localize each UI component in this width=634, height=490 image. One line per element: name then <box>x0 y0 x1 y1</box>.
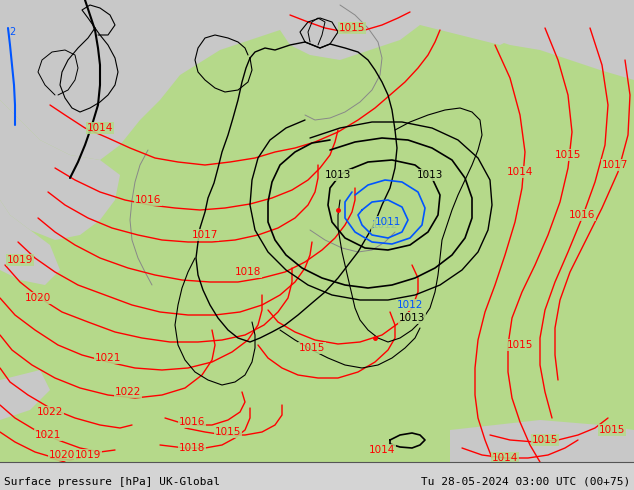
Text: 1017: 1017 <box>602 160 628 170</box>
Text: 1021: 1021 <box>35 430 61 440</box>
Text: 1021: 1021 <box>95 353 121 363</box>
Text: 1018: 1018 <box>235 267 261 277</box>
Text: 1020: 1020 <box>49 450 75 460</box>
Text: 1017: 1017 <box>192 230 218 240</box>
Text: 1012: 1012 <box>397 300 423 310</box>
Text: 1013: 1013 <box>417 170 443 180</box>
Text: 1019: 1019 <box>7 255 33 265</box>
Text: 1019: 1019 <box>75 450 101 460</box>
Text: 1018: 1018 <box>179 443 205 453</box>
Polygon shape <box>0 0 634 160</box>
Text: 1016: 1016 <box>569 210 595 220</box>
Polygon shape <box>0 100 120 240</box>
Text: Surface pressure [hPa] UK-Global: Surface pressure [hPa] UK-Global <box>4 477 220 487</box>
Polygon shape <box>0 200 60 285</box>
Text: 1015: 1015 <box>598 425 625 435</box>
Text: Tu 28-05-2024 03:00 UTC (00+75): Tu 28-05-2024 03:00 UTC (00+75) <box>421 477 630 487</box>
Polygon shape <box>280 0 420 60</box>
Text: 1015: 1015 <box>555 150 581 160</box>
Bar <box>0 462 634 490</box>
Text: 2: 2 <box>9 27 15 37</box>
Polygon shape <box>450 0 634 80</box>
Bar <box>0 462 634 490</box>
Text: 1014: 1014 <box>369 445 395 455</box>
Text: 1015: 1015 <box>339 23 365 33</box>
Text: 1015: 1015 <box>215 427 241 437</box>
Polygon shape <box>450 420 634 462</box>
Text: 1016: 1016 <box>135 195 161 205</box>
Text: 1014: 1014 <box>507 167 533 177</box>
Text: 1015: 1015 <box>532 435 558 445</box>
Text: 1014: 1014 <box>87 123 113 133</box>
Polygon shape <box>0 370 50 420</box>
Text: 1015: 1015 <box>507 340 533 350</box>
Text: 1022: 1022 <box>37 407 63 417</box>
Text: 1013: 1013 <box>325 170 351 180</box>
Text: 1013: 1013 <box>399 313 425 323</box>
Text: 1012: 1012 <box>372 220 398 230</box>
Text: 1011: 1011 <box>375 217 401 227</box>
Text: 1020: 1020 <box>25 293 51 303</box>
Text: 1022: 1022 <box>115 387 141 397</box>
Text: 1014: 1014 <box>492 453 518 463</box>
Text: 1016: 1016 <box>179 417 205 427</box>
Text: 1015: 1015 <box>299 343 325 353</box>
